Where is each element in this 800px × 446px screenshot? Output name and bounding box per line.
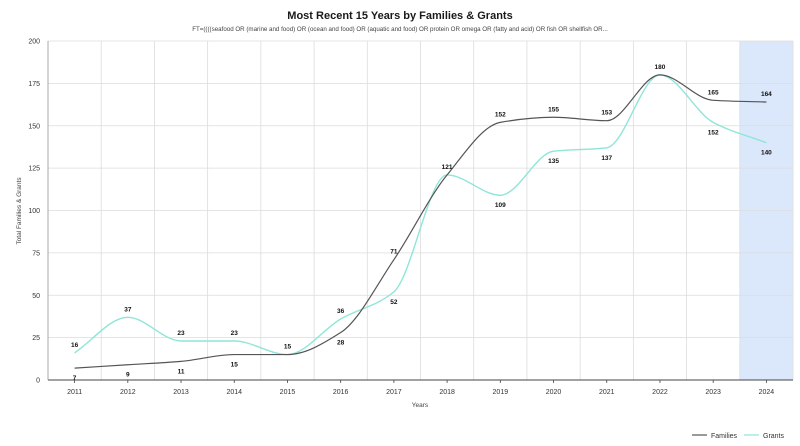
data-label-families: 11 xyxy=(178,368,185,375)
y-axis-ticks: 0 25 50 75 100 125 150 175 200 xyxy=(28,39,40,385)
x-tick-label: 2023 xyxy=(705,389,721,396)
y-tick-label: 175 xyxy=(28,81,40,88)
x-tick-label: 2021 xyxy=(599,389,615,396)
x-tick-label: 2024 xyxy=(759,389,775,396)
x-tick-label: 2011 xyxy=(67,389,82,396)
data-label-families: 164 xyxy=(761,91,772,98)
chart-subtitle: FT=((((seafood OR (marine and food) OR (… xyxy=(192,26,608,33)
data-label-grants: 140 xyxy=(761,150,772,157)
data-label-families: 121 xyxy=(442,164,453,171)
legend: Families Grants xyxy=(692,433,785,440)
x-tick-label: 2018 xyxy=(439,389,455,396)
x-tick-label: 2012 xyxy=(120,389,136,396)
data-label-grants: 152 xyxy=(708,129,719,136)
y-tick-label: 25 xyxy=(32,335,40,342)
data-label-grants: 23 xyxy=(231,330,239,337)
y-tick-label: 50 xyxy=(32,293,40,300)
x-tick-label: 2013 xyxy=(173,389,189,396)
legend-families-label: Families xyxy=(711,433,738,440)
y-tick-label: 100 xyxy=(28,208,40,215)
data-label-grants: 37 xyxy=(124,306,132,313)
data-label-grants: 135 xyxy=(548,158,559,165)
grid-lines xyxy=(47,40,794,381)
data-label-families: 7 xyxy=(73,375,77,382)
y-tick-label: 150 xyxy=(28,123,40,130)
data-label-families: 155 xyxy=(548,106,559,113)
data-label-families: 180 xyxy=(655,64,666,71)
data-label-families: 9 xyxy=(126,372,130,379)
data-label-grants: 16 xyxy=(71,342,79,349)
y-tick-label: 75 xyxy=(32,250,40,257)
x-tick-label: 2019 xyxy=(493,389,509,396)
chart-title: Most Recent 15 Years by Families & Grant… xyxy=(287,10,512,22)
legend-grants-label: Grants xyxy=(763,433,785,440)
data-labels: 16 7 37 9 23 11 23 15 15 36 28 71 52 121 152 109 155 135 1… xyxy=(71,64,772,382)
x-tick-label: 2020 xyxy=(546,389,562,396)
y-tick-label: 125 xyxy=(28,166,40,173)
x-tick-label: 2016 xyxy=(333,389,349,396)
axes xyxy=(47,41,793,381)
x-tick-label: 2022 xyxy=(652,389,668,396)
data-label-grants: 52 xyxy=(390,299,398,306)
y-tick-label: 200 xyxy=(28,39,40,46)
series-lines xyxy=(74,74,767,369)
y-tick-label: 0 xyxy=(36,378,40,385)
data-label-families: 152 xyxy=(495,111,506,118)
x-tick-label: 2015 xyxy=(280,389,296,396)
data-label-grants: 36 xyxy=(337,308,345,315)
y-axis-title: Total Families & Grants xyxy=(16,177,23,245)
data-label-grants: 15 xyxy=(284,344,292,351)
series-line-grants xyxy=(74,74,767,356)
data-label-grants: 23 xyxy=(177,330,185,337)
data-label-families: 15 xyxy=(231,362,239,369)
data-label-families: 165 xyxy=(708,89,719,96)
x-axis-title: Years xyxy=(412,402,429,409)
data-label-families: 28 xyxy=(337,340,345,347)
series-line-families xyxy=(74,74,767,369)
data-label-grants: 137 xyxy=(601,155,612,162)
x-tick-label: 2017 xyxy=(386,389,402,396)
x-axis-ticks: 2011 2012 2013 2014 2015 2016 2017 2018 2019 2020… xyxy=(67,380,774,396)
data-label-families: 153 xyxy=(601,110,612,117)
data-label-grants: 109 xyxy=(495,202,506,209)
x-tick-label: 2014 xyxy=(226,389,242,396)
data-label-families: 71 xyxy=(390,249,398,256)
